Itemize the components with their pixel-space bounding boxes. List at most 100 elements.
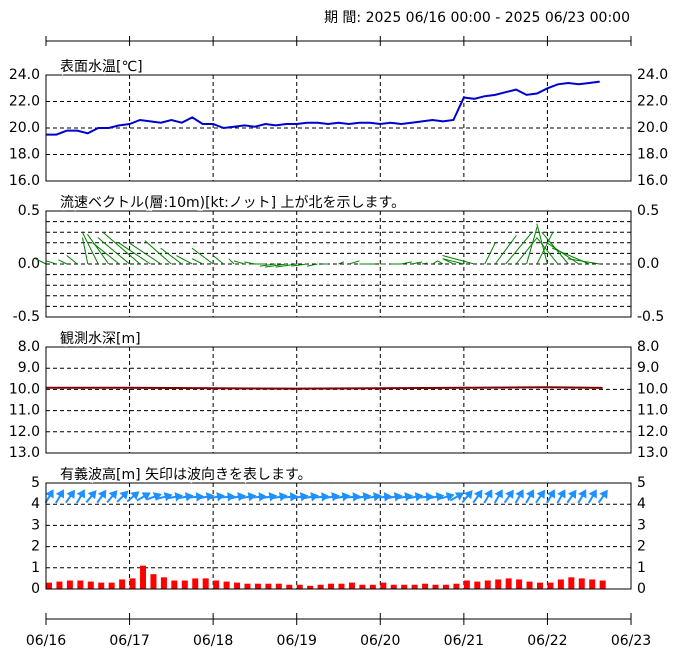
current-vector [546,242,580,265]
current-vector [233,260,245,265]
current-vector [275,263,297,268]
x-tick-label: 06/17 [109,633,149,649]
current-vector [437,260,444,265]
wave-arrow [556,489,566,504]
current-vector [102,231,141,265]
y2-tick-label: 0.5 [637,203,659,219]
y2-tick-label: 9.0 [637,360,659,376]
bar [422,583,429,589]
bar [328,583,335,589]
bar [359,584,366,589]
bar [160,577,167,589]
bar [547,582,554,589]
bar [463,580,470,589]
y2-tick-label: 10.0 [637,381,668,397]
bar [119,579,126,589]
y2-tick-label: 22.0 [637,94,668,110]
wave-arrow [44,489,54,504]
current-vector [118,242,151,265]
bar [202,578,209,589]
bar [411,584,418,589]
current-vector [228,258,235,265]
bar [286,584,293,589]
wave-arrow [65,489,76,504]
period-header: 期 間: 2025 06/16 00:00 - 2025 06/23 00:00 [324,10,630,26]
bar [338,583,345,589]
bar [66,580,73,589]
x-tick-label: 06/21 [444,633,484,649]
x-tick-label: 06/19 [277,633,317,649]
y-tick-label: 11.0 [9,403,40,419]
current-vector [348,260,360,265]
bar [526,581,533,589]
current-vector [567,258,600,265]
y-tick-label: 4 [31,496,40,512]
wave-arrow [514,489,524,504]
bar [536,582,543,589]
panel-frame [45,346,632,454]
current-vector [160,247,183,265]
bar [296,584,303,589]
y-tick-label: 18.0 [9,147,40,163]
bar [171,580,178,589]
y-tick-label: 8.0 [18,339,40,355]
wave-arrow [85,490,97,504]
panel-frame [45,210,632,318]
panel-title: 有義波高[m] 矢印は波向きを表します。 [60,466,312,483]
wave-arrow [449,492,465,502]
bar [254,583,261,589]
current-vector [35,258,47,265]
data-line [46,386,603,390]
bar [442,584,449,589]
bar [390,584,397,589]
wave-arrow [546,489,556,504]
bar [307,585,314,589]
wave-arrow [116,490,129,503]
y2-tick-label: -0.5 [637,309,664,325]
y-tick-label: 0.0 [18,256,40,272]
data-line [46,80,600,136]
bar [181,580,188,589]
wave-arrow [96,489,107,504]
current-vector [505,231,533,265]
y2-tick-label: 3 [637,517,646,533]
bar [140,565,147,589]
wave-arrow [438,492,455,502]
y-tick-label: 20.0 [9,120,40,136]
current-vector [97,237,130,265]
wave-arrow [136,492,151,502]
x-tick-label: 06/16 [26,633,66,649]
current-vector [421,262,428,265]
current-vector [191,247,214,265]
y-tick-label: 22.0 [9,94,40,110]
bar [317,584,324,589]
panel-frame [45,74,632,182]
current-vector [92,242,120,265]
wave-arrow [472,489,483,504]
y2-tick-label: 1 [637,560,646,576]
bar [192,578,199,589]
y-tick-label: 24.0 [9,67,40,83]
y2-tick-label: 20.0 [637,120,668,136]
y2-tick-label: 24.0 [637,67,668,83]
bar [275,583,282,589]
current-vector [191,258,203,265]
current-vector [176,255,193,265]
bar [484,580,491,589]
wave-arrow [597,489,608,504]
current-vector [536,237,559,265]
current-vector [442,255,475,265]
current-vector [212,255,224,265]
bar [474,581,481,589]
wave-arrow [55,489,65,504]
y2-tick-label: 18.0 [637,147,668,163]
current-vector [45,260,57,265]
wave-arrow [525,489,535,504]
current-vector [526,226,538,265]
x-tick-label: 06/20 [360,633,400,649]
current-vector [515,237,538,265]
y2-tick-label: 0 [637,581,646,597]
current-vector [432,260,439,265]
current-vector [66,255,78,265]
